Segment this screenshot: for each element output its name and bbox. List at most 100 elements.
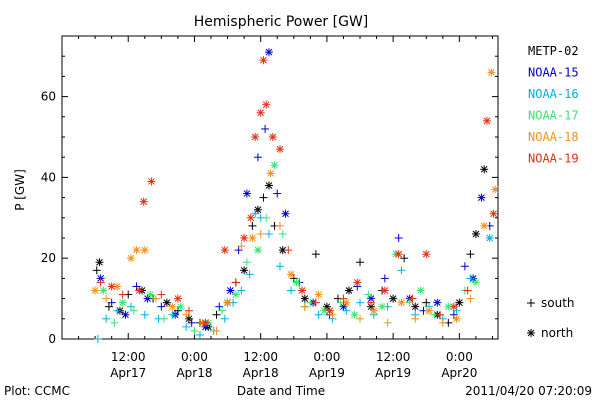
y-axis-label: P [GW] <box>13 169 27 211</box>
data-point <box>397 266 406 275</box>
x-tick-label-time: 12:00 <box>376 350 411 364</box>
y-tick-label: 20 <box>41 251 56 265</box>
data-point <box>378 302 387 311</box>
data-point <box>350 310 359 319</box>
data-point <box>339 302 348 311</box>
data-point <box>298 286 307 295</box>
data-point <box>226 286 235 295</box>
x-tick-label-date: Apr19 <box>309 366 345 380</box>
data-point <box>104 302 113 311</box>
data-point <box>126 254 135 263</box>
data-point <box>157 290 166 299</box>
data-point <box>292 278 301 287</box>
data-point <box>160 314 169 323</box>
data-point <box>408 294 417 303</box>
plot-credit: Plot: CCMC <box>4 384 70 398</box>
data-point <box>259 193 268 202</box>
data-point <box>92 266 101 275</box>
data-point <box>400 254 409 263</box>
data-point <box>422 298 431 307</box>
data-point <box>102 294 111 303</box>
data-point <box>405 298 414 307</box>
data-point <box>95 258 104 267</box>
data-point <box>234 246 243 255</box>
data-point <box>201 318 210 327</box>
data-point <box>168 302 177 311</box>
data-point <box>126 302 135 311</box>
data-point <box>477 193 486 202</box>
chart-title: Hemispheric Power [GW] <box>194 14 369 30</box>
x-tick-label-date: Apr18 <box>243 366 279 380</box>
data-point <box>143 294 152 303</box>
data-point <box>433 298 442 307</box>
data-point <box>182 310 191 319</box>
series-noaa-16 <box>93 209 494 343</box>
x-tick-label-time: 12:00 <box>243 350 278 364</box>
data-point <box>278 229 287 238</box>
x-tick-label-date: Apr18 <box>176 366 212 380</box>
data-point <box>264 181 273 190</box>
data-point <box>151 294 160 303</box>
x-tick-label-date: Apr17 <box>110 366 146 380</box>
data-point <box>256 229 265 238</box>
data-point <box>394 250 403 259</box>
x-tick-label-date: Apr19 <box>375 366 411 380</box>
data-point <box>140 246 149 255</box>
data-point <box>389 294 398 303</box>
data-point <box>173 306 182 315</box>
x-tick-label-time: 0:00 <box>446 350 473 364</box>
legend-entry: NOAA-19 <box>528 152 579 166</box>
data-point <box>157 302 166 311</box>
marker-legend-label: south <box>541 296 575 310</box>
data-point <box>485 234 494 242</box>
data-point <box>237 242 246 251</box>
data-point <box>325 306 334 315</box>
data-point <box>356 298 365 307</box>
data-point <box>425 306 434 315</box>
y-tick-label: 60 <box>41 90 56 104</box>
data-point <box>231 290 240 299</box>
data-point <box>132 282 141 291</box>
data-point <box>107 282 116 291</box>
data-point <box>452 314 461 323</box>
data-point <box>240 234 249 242</box>
data-point <box>264 48 273 57</box>
marker-legend: south north <box>527 296 575 340</box>
data-point <box>253 153 262 162</box>
data-point <box>416 286 425 295</box>
data-point <box>449 310 458 319</box>
data-point <box>251 133 260 141</box>
data-point <box>287 286 296 295</box>
data-point <box>248 234 257 242</box>
data-point <box>184 314 193 323</box>
data-point <box>311 298 320 307</box>
legend-entry: METP-02 <box>528 44 579 58</box>
data-point <box>118 298 127 307</box>
data-point <box>383 318 392 327</box>
data-point <box>223 298 232 307</box>
legend-entry: NOAA-17 <box>528 109 579 123</box>
data-point <box>253 246 262 255</box>
data-point <box>480 221 489 230</box>
data-point <box>262 213 271 222</box>
data-point <box>140 310 149 319</box>
y-tick-label: 40 <box>41 170 56 184</box>
data-point <box>460 262 469 271</box>
data-point <box>259 56 268 65</box>
data-point <box>276 145 284 154</box>
data-point <box>471 229 480 238</box>
data-point <box>273 189 282 198</box>
series-noaa-17 <box>99 161 480 335</box>
data-point <box>466 274 475 283</box>
data-point <box>353 278 362 287</box>
data-point <box>489 209 498 218</box>
data-point <box>449 302 458 311</box>
data-point <box>253 205 262 214</box>
legend: METP-02 NOAA-15 NOAA-16 NOAA-17 NOAA-18 NOAA-… <box>528 44 579 166</box>
data-point <box>91 286 100 295</box>
data-point <box>281 209 290 218</box>
data-point <box>96 274 105 283</box>
data-point <box>270 161 279 170</box>
data-point <box>289 274 298 283</box>
data-point <box>190 326 199 335</box>
